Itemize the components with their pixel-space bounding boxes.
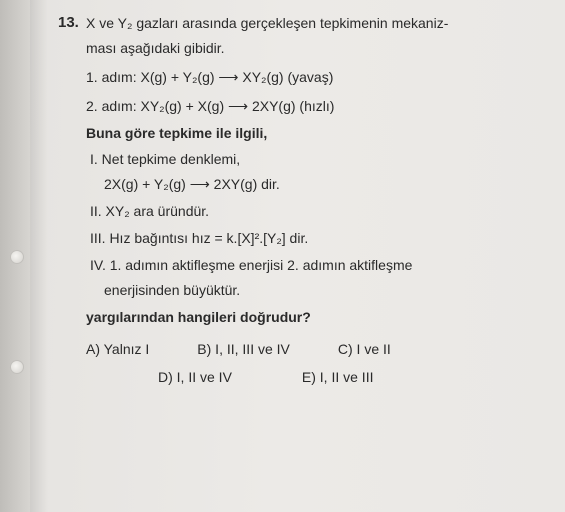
mechanism-step: 2. adım: XY₂(g) + X(g) ⟶ 2XY(g) (hızlı) bbox=[86, 97, 539, 116]
choice-a: A) Yalnız I bbox=[86, 341, 149, 357]
statement-iii: III. Hız bağıntısı hız = k.[X]².[Y₂] dir… bbox=[86, 229, 539, 248]
binder-hole bbox=[10, 360, 24, 374]
step-label: 1. adım: bbox=[86, 69, 137, 85]
choice-c: C) I ve II bbox=[338, 341, 391, 357]
statement-iv-b: enerjisinden büyüktür. bbox=[86, 281, 539, 300]
choices-row: D) I, II ve IV E) I, II ve III bbox=[86, 369, 539, 385]
statement-i-head: I. Net tepkime denklemi, bbox=[86, 150, 539, 169]
choice-e: E) I, II ve III bbox=[302, 369, 374, 385]
statement-i-eq: 2X(g) + Y₂(g) ⟶ 2XY(g) dir. bbox=[86, 175, 539, 194]
choice-b: B) I, II, III ve IV bbox=[197, 341, 290, 357]
mechanism-step: 1. adım: X(g) + Y₂(g) ⟶ XY₂(g) (yavaş) bbox=[86, 68, 539, 87]
step-equation: XY₂(g) + X(g) ⟶ 2XY(g) (hızlı) bbox=[140, 98, 334, 114]
choices-row: A) Yalnız I B) I, II, III ve IV C) I ve … bbox=[86, 341, 539, 357]
choice-d: D) I, II ve IV bbox=[158, 369, 232, 385]
stem-line: ması aşağıdaki gibidir. bbox=[86, 39, 539, 58]
lead-in: Buna göre tepkime ile ilgili, bbox=[86, 124, 539, 143]
statement-iv-a: IV. 1. adımın aktifleşme enerjisi 2. adı… bbox=[86, 256, 539, 275]
page-curl-shadow bbox=[30, 0, 48, 512]
step-equation: X(g) + Y₂(g) ⟶ XY₂(g) (yavaş) bbox=[140, 69, 333, 85]
stem-line: X ve Y₂ gazları arasında gerçekleşen tep… bbox=[86, 14, 539, 33]
closer: yargılarından hangileri doğrudur? bbox=[86, 308, 539, 327]
question-number: 13. bbox=[58, 14, 79, 31]
exam-page: 13. X ve Y₂ gazları arasında gerçekleşen… bbox=[0, 0, 565, 512]
statement-ii: II. XY₂ ara üründür. bbox=[86, 202, 539, 221]
binder-hole bbox=[10, 250, 24, 264]
step-label: 2. adım: bbox=[86, 98, 137, 114]
